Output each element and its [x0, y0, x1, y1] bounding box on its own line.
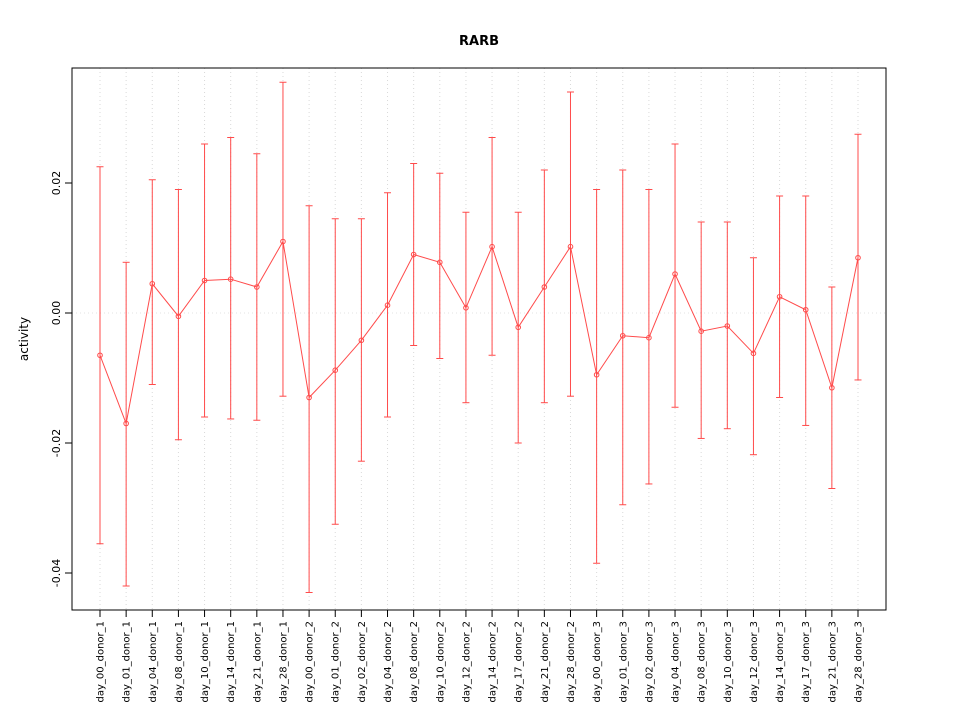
data-point	[515, 324, 522, 331]
series-line	[99, 240, 859, 426]
x-tick-label: day_00_donor_3	[592, 621, 603, 703]
data-point	[541, 284, 548, 290]
x-tick-label: day_10_donor_1	[200, 621, 211, 703]
data-point	[227, 276, 234, 283]
data-point	[489, 243, 495, 250]
data-point	[776, 293, 783, 300]
x-tick-label: day_28_donor_1	[278, 621, 289, 703]
data-point	[306, 394, 312, 401]
x-tick-label: day_17_donor_3	[801, 621, 812, 703]
data-point	[802, 306, 809, 313]
x-tick-label: day_00_donor_1	[96, 621, 107, 703]
x-tick-label: day_08_donor_1	[174, 621, 185, 703]
data-point	[149, 280, 156, 287]
x-tick-label: day_14_donor_3	[775, 621, 786, 703]
data-point	[410, 251, 417, 258]
x-tick-label: day_04_donor_1	[148, 621, 159, 703]
data-point	[646, 334, 652, 341]
data-point	[855, 254, 861, 261]
x-tick-label: day_08_donor_3	[697, 621, 708, 703]
x-tick-label: day_00_donor_2	[305, 621, 316, 703]
data-point	[358, 337, 365, 344]
data-point	[175, 313, 182, 320]
data-point	[829, 384, 835, 391]
x-tick-label: day_21_donor_2	[540, 621, 551, 703]
data-point	[97, 352, 103, 359]
data-point	[436, 259, 443, 266]
x-tick-label: day_28_donor_3	[854, 621, 865, 703]
y-tick-label: 0.00	[50, 301, 63, 326]
data-point	[593, 371, 600, 378]
x-tick-label: day_04_donor_2	[383, 621, 394, 703]
x-tick-label: day_04_donor_3	[671, 621, 682, 703]
data-point	[123, 420, 129, 427]
data-point	[384, 302, 391, 309]
x-tick-label: day_21_donor_1	[252, 621, 263, 703]
x-tick-label: day_10_donor_3	[723, 621, 734, 703]
data-point	[750, 350, 757, 357]
x-tick-label: day_10_donor_2	[435, 621, 446, 703]
x-tick-label: day_02_donor_2	[357, 621, 368, 703]
x-tick-label: day_02_donor_3	[644, 621, 655, 703]
x-tick-label: day_12_donor_3	[749, 621, 760, 703]
x-tick-label: day_01_donor_2	[331, 621, 342, 703]
x-tick-label: day_14_donor_1	[226, 621, 237, 703]
x-tick-label: day_14_donor_2	[488, 621, 499, 703]
data-point	[280, 238, 286, 245]
x-tick-label: day_01_donor_3	[618, 621, 629, 703]
x-tick-label: day_17_donor_2	[514, 621, 525, 703]
x-tick-label: day_08_donor_2	[409, 621, 420, 703]
data-point	[698, 328, 704, 335]
data-point	[724, 323, 731, 329]
data-point	[201, 277, 208, 284]
chart-title: RARB	[459, 34, 499, 49]
data-point	[567, 243, 574, 250]
x-tick-label: day_12_donor_2	[461, 621, 472, 703]
data-point	[463, 305, 469, 311]
x-tick-label: day_21_donor_3	[827, 621, 838, 703]
y-tick-label: -0.02	[50, 429, 63, 457]
y-tick-label: -0.04	[50, 559, 63, 587]
plot-border	[71, 67, 887, 611]
data-point	[254, 284, 260, 290]
data-point	[332, 367, 339, 374]
x-tick-label: day_01_donor_1	[122, 621, 133, 703]
data-point	[619, 332, 626, 339]
data-point	[672, 271, 678, 277]
x-tick-label: day_28_donor_2	[566, 621, 577, 703]
y-tick-label: 0.02	[50, 171, 63, 196]
